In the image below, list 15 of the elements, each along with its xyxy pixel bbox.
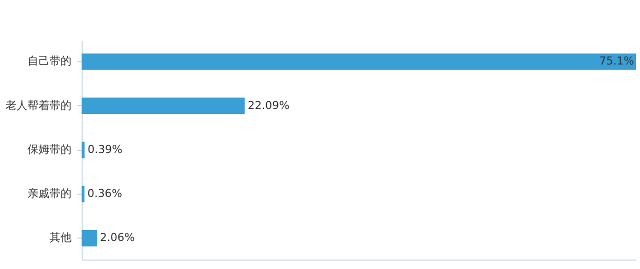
bar	[82, 54, 636, 70]
bar	[82, 98, 245, 114]
y-tick-label: 其他	[49, 231, 72, 244]
data-label: 0.39%	[88, 142, 122, 156]
data-label: 0.36%	[87, 187, 122, 200]
bar	[82, 142, 85, 158]
bar	[82, 230, 97, 246]
y-tick-label: 自己带的	[27, 54, 72, 68]
bar	[82, 186, 84, 202]
data-label: 22.09%	[248, 98, 290, 112]
data-label: 75.1%	[599, 54, 634, 68]
data-label: 2.06%	[100, 231, 135, 244]
y-tick-label: 老人帮着带的	[5, 98, 72, 112]
y-tick-label: 亲戚带的	[27, 187, 72, 200]
y-tick-label: 保姆带的	[27, 142, 72, 156]
